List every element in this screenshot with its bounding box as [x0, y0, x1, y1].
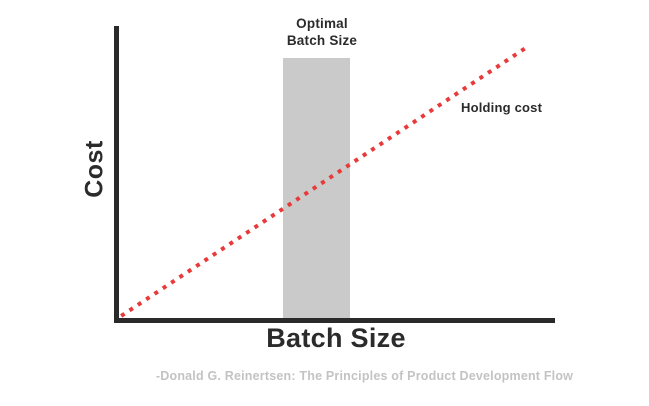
- optimal-batch-size-band: [282, 58, 351, 318]
- attribution-text: -Donald G. Reinertsen: The Principles of…: [155, 369, 574, 383]
- optimal-batch-size-label: Optimal Batch Size: [247, 15, 397, 49]
- y-axis-line: [114, 26, 119, 323]
- holding-cost-label: Holding cost: [461, 100, 543, 115]
- x-axis-title: Batch Size: [266, 323, 406, 353]
- optimal-batch-size-label-line2: Batch Size: [286, 33, 358, 48]
- x-axis-line: [114, 318, 555, 323]
- y-axis-title: Cost: [80, 140, 109, 198]
- optimal-batch-size-label-line1: Optimal: [296, 16, 348, 31]
